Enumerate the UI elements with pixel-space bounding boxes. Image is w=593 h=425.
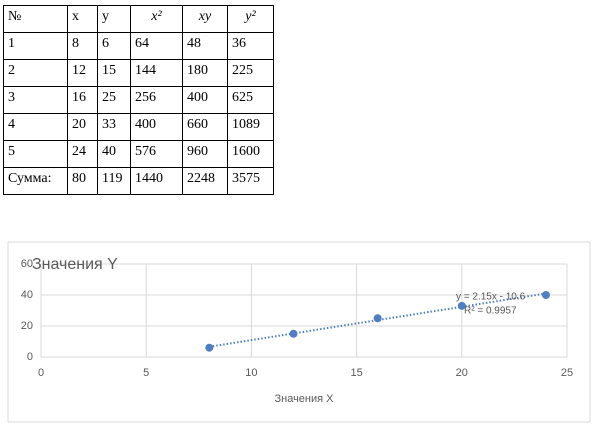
table-row: 3 16 25 256 400 625	[3, 86, 274, 114]
table-row: Сумма: 80 119 1440 2248 3575	[3, 167, 274, 195]
point	[289, 329, 298, 338]
point	[541, 291, 550, 299]
table-cell: 256	[130, 86, 183, 114]
table-row: 5 24 40 576 960 1600	[3, 140, 274, 168]
y-tick-label: 20	[21, 320, 33, 332]
chart-frame	[7, 241, 591, 423]
point	[205, 343, 214, 352]
y-tick-label: 60	[21, 258, 33, 270]
trendline	[209, 292, 547, 348]
x-tick-label: 10	[245, 367, 257, 379]
trendline-label: R² = 0.9957	[464, 306, 517, 317]
table-cell: 400	[130, 113, 183, 141]
table-cell: 80	[67, 167, 98, 195]
table-cell: 5	[3, 140, 68, 168]
table-cell: 15	[97, 59, 131, 87]
trendline-label: y = 2.15x - 10.6	[456, 292, 526, 303]
table-cell: x	[67, 5, 98, 33]
table-cell: №	[3, 5, 68, 33]
table-row: 1 8 6 64 48 36	[3, 32, 274, 60]
table-cell: 3575	[227, 167, 274, 195]
point	[373, 314, 382, 323]
table-row: 2 12 15 144 180 225	[3, 59, 274, 87]
table-cell: 660	[182, 113, 228, 141]
point	[457, 301, 466, 310]
table-cell: 64	[130, 32, 183, 60]
table-cell: 1600	[227, 140, 274, 168]
table-cell: 1	[3, 32, 68, 60]
y-tick-label: 40	[21, 289, 33, 301]
table-cell: 144	[130, 59, 183, 87]
table-cell: 119	[97, 167, 131, 195]
x-tick-label: 20	[456, 367, 468, 379]
table-cell: Сумма:	[3, 167, 68, 195]
x-tick-label: 25	[561, 367, 573, 379]
x-tick-label: 0	[38, 367, 44, 379]
table-cell: 20	[67, 113, 98, 141]
table-cell: 36	[227, 32, 274, 60]
chart-title: Значения Y	[32, 256, 118, 273]
table-cell: 24	[67, 140, 98, 168]
table-cell: 400	[182, 86, 228, 114]
table-cell: 1440	[130, 167, 183, 195]
data-table: № x y x² xy y² 1 8 6 64 48 36 2 12 15 144 180 225 3 16 25 256…	[3, 5, 274, 195]
table-cell: xy	[182, 5, 228, 33]
table-cell: 180	[182, 59, 228, 87]
y-tick-label: 0	[27, 351, 33, 363]
table-cell: y²	[227, 5, 274, 33]
x-tick-label: 15	[350, 367, 362, 379]
table-cell: 8	[67, 32, 98, 60]
x-tick-label: 5	[143, 367, 149, 379]
table-row: № x y x² xy y²	[3, 5, 274, 33]
x-axis-label: Значения X	[274, 393, 334, 405]
table-cell: 48	[182, 32, 228, 60]
